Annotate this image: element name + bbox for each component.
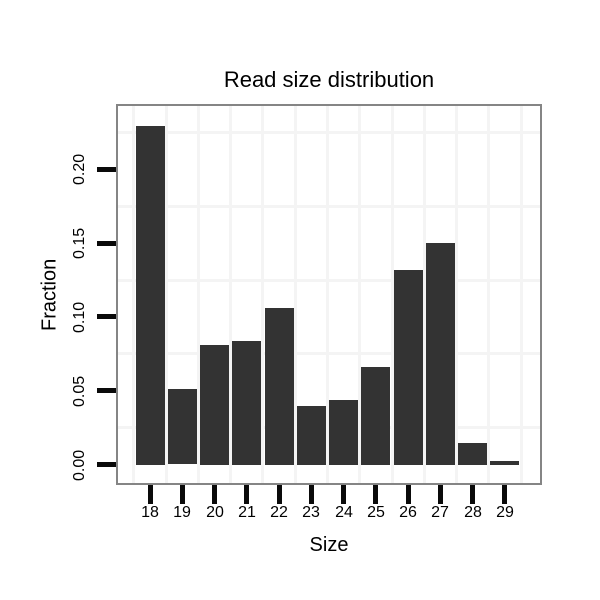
x-axis-title: Size (309, 534, 349, 556)
h-gridline (118, 205, 540, 208)
v-gridline (229, 106, 232, 483)
x-tick (438, 485, 443, 504)
plot-panel (116, 104, 542, 485)
y-tick (97, 241, 116, 246)
v-gridline (132, 106, 135, 483)
bar-28 (458, 443, 487, 465)
bar-18 (136, 126, 165, 465)
v-gridline (165, 106, 168, 483)
y-tick (97, 462, 116, 467)
x-tick-label: 19 (173, 504, 191, 521)
y-tick-label: 0.15 (71, 227, 88, 259)
y-tick-label: 0.10 (71, 301, 88, 333)
bar-21 (232, 341, 261, 465)
x-tick (406, 485, 411, 504)
x-tick-label: 24 (335, 504, 353, 521)
v-gridline (358, 106, 361, 483)
x-tick (180, 485, 185, 504)
v-gridline (294, 106, 297, 483)
x-tick (373, 485, 378, 504)
x-tick (212, 485, 217, 504)
x-tick (341, 485, 346, 504)
x-tick-label: 29 (496, 504, 514, 521)
bar-23 (297, 406, 326, 465)
y-tick (97, 388, 116, 393)
x-tick (148, 485, 153, 504)
bar-22 (265, 308, 294, 465)
x-tick-label: 21 (238, 504, 256, 521)
y-tick-label: 0.05 (71, 375, 88, 407)
x-tick-label: 25 (367, 504, 385, 521)
bar-27 (426, 243, 455, 465)
x-tick (244, 485, 249, 504)
x-tick-label: 27 (431, 504, 449, 521)
v-gridline (326, 106, 329, 483)
y-tick (97, 314, 116, 319)
v-gridline (487, 106, 490, 483)
v-gridline (455, 106, 458, 483)
y-tick-label: 0.00 (71, 449, 88, 481)
y-axis-title: Fraction (38, 258, 61, 331)
bar-20 (200, 345, 229, 465)
x-tick (277, 485, 282, 504)
v-gridline (197, 106, 200, 483)
bar-24 (329, 400, 358, 465)
x-tick (309, 485, 314, 504)
x-tick-label: 23 (302, 504, 320, 521)
x-tick-label: 26 (399, 504, 417, 521)
x-tick (470, 485, 475, 504)
y-tick-label: 0.20 (71, 153, 88, 185)
v-gridline (261, 106, 264, 483)
bar-19 (168, 389, 197, 464)
y-tick (97, 167, 116, 172)
bar-26 (394, 270, 423, 465)
x-tick-label: 22 (270, 504, 288, 521)
bar-29 (490, 461, 519, 465)
x-tick-label: 18 (141, 504, 159, 521)
v-gridline (391, 106, 394, 483)
x-tick-label: 20 (206, 504, 224, 521)
bar-25 (361, 367, 390, 465)
x-tick-label: 28 (464, 504, 482, 521)
chart-title: Read size distribution (223, 67, 435, 92)
h-gridline (118, 279, 540, 282)
x-tick (502, 485, 507, 504)
v-gridline (520, 106, 523, 483)
v-gridline (423, 106, 426, 483)
h-gridline (118, 352, 540, 355)
h-gridline (118, 131, 540, 134)
